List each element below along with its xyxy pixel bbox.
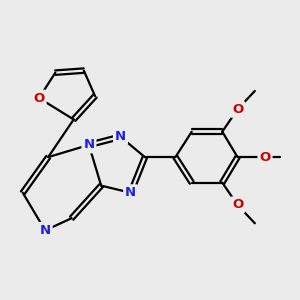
Text: N: N	[115, 130, 126, 143]
Text: O: O	[232, 103, 243, 116]
Text: O: O	[33, 92, 45, 105]
Text: N: N	[125, 186, 136, 199]
Text: N: N	[40, 224, 51, 237]
Text: O: O	[232, 199, 243, 212]
Text: O: O	[260, 151, 271, 164]
Text: N: N	[83, 138, 94, 152]
